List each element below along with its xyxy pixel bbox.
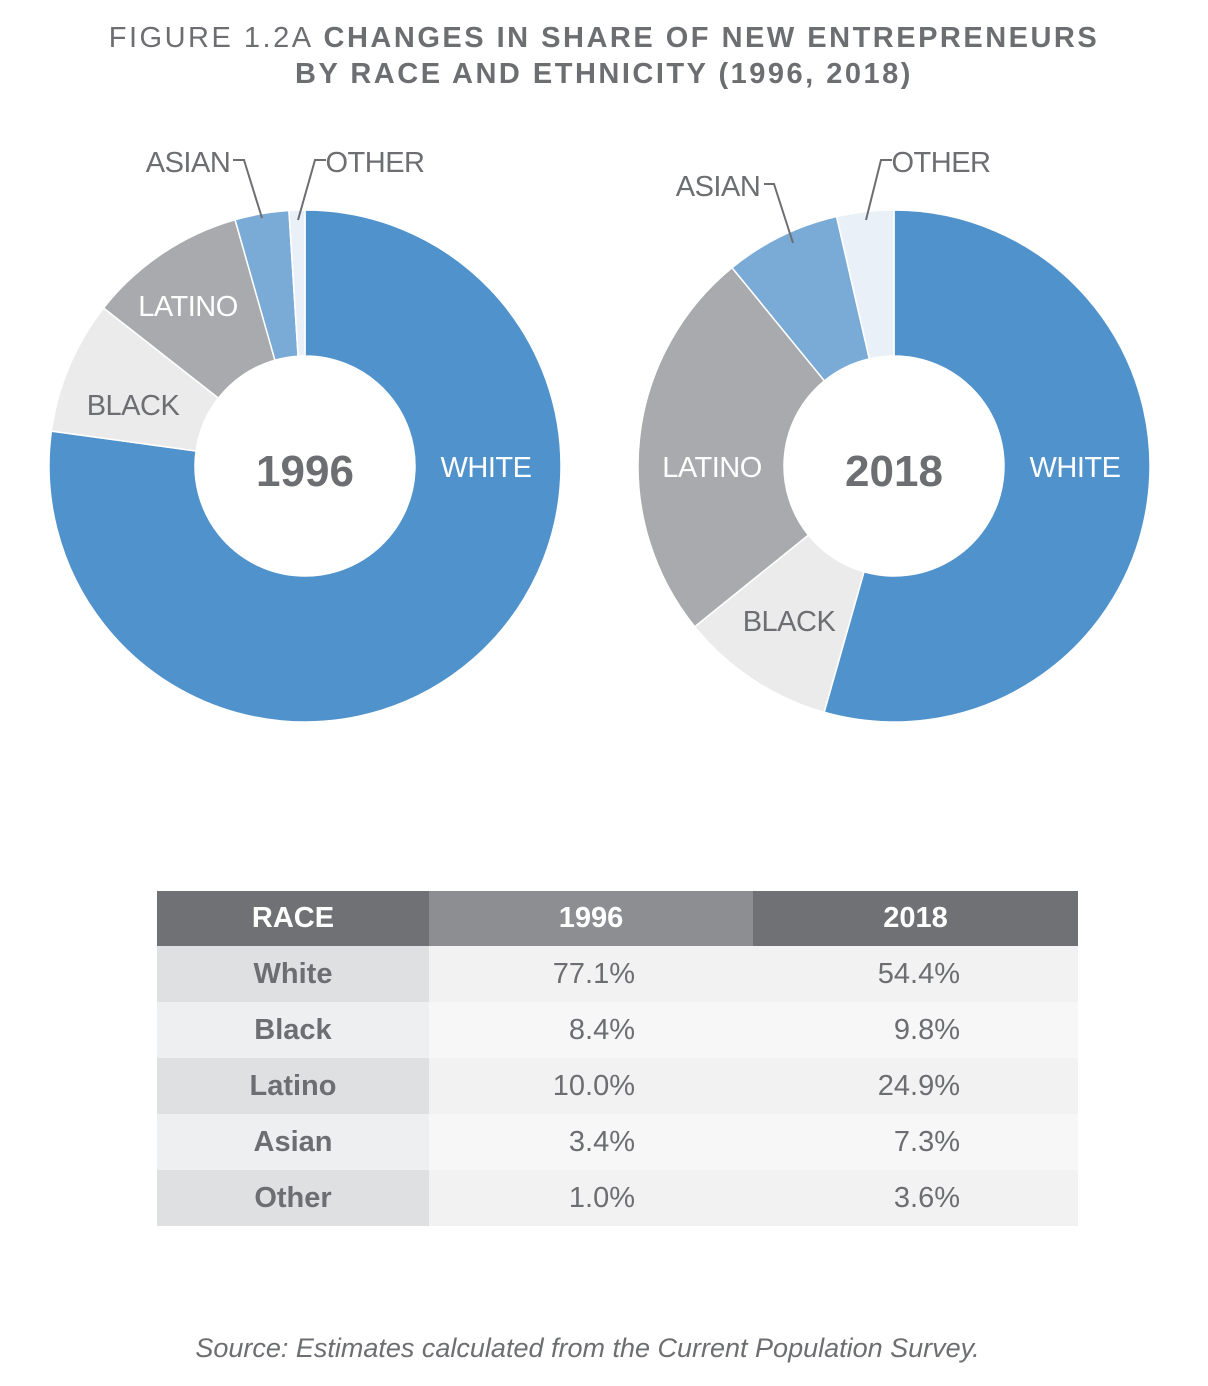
label-1996-other: OTHER xyxy=(326,147,425,179)
donut-1996: WHITE BLACK LATINO ASIAN OTHER 1996 xyxy=(48,147,562,723)
table-row: Latino 10.0% 24.9% xyxy=(157,1058,1078,1114)
leader-line-1996-asian xyxy=(233,159,263,219)
label-2018-black: BLACK xyxy=(743,606,837,638)
leader-line-2018-asian xyxy=(764,183,794,244)
donut-charts: WHITE BLACK LATINO ASIAN OTHER 1996 WHITE BLAC… xyxy=(48,147,1151,723)
label-2018-other: OTHER xyxy=(892,147,991,179)
table-row: Asian 3.4% 7.3% xyxy=(157,1114,1078,1170)
label-2018-asian: ASIAN xyxy=(676,171,761,203)
value-1996-cell: 10.0% xyxy=(429,1058,753,1114)
value-2018-cell: 54.4% xyxy=(753,946,1078,1002)
label-2018-latino: LATINO xyxy=(662,452,762,484)
label-1996-black: BLACK xyxy=(87,390,181,422)
label-1996-latino: LATINO xyxy=(138,291,238,323)
slice-2018-white xyxy=(823,209,1151,723)
source-note: Source: Estimates calculated from the Cu… xyxy=(195,1333,980,1363)
slice-2018-latino xyxy=(637,266,826,628)
slice-1996-white xyxy=(48,209,562,723)
center-year-1996: 1996 xyxy=(256,447,354,496)
label-1996-asian: ASIAN xyxy=(146,147,231,179)
header-1996: 1996 xyxy=(429,891,753,946)
value-1996-cell: 77.1% xyxy=(429,946,753,1002)
header-2018: 2018 xyxy=(753,891,1078,946)
race-cell: Latino xyxy=(157,1058,429,1114)
slice-1996-other xyxy=(288,209,306,358)
value-1996-cell: 1.0% xyxy=(429,1170,753,1226)
value-1996-cell: 3.4% xyxy=(429,1114,753,1170)
value-2018-cell: 24.9% xyxy=(753,1058,1078,1114)
donut-2018: WHITE BLACK LATINO ASIAN OTHER 2018 xyxy=(637,147,1151,723)
value-2018-cell: 7.3% xyxy=(753,1114,1078,1170)
value-2018-cell: 3.6% xyxy=(753,1170,1078,1226)
label-2018-white: WHITE xyxy=(1030,452,1121,484)
value-2018-cell: 9.8% xyxy=(753,1002,1078,1058)
race-cell: Other xyxy=(157,1170,429,1226)
race-cell: White xyxy=(157,946,429,1002)
slice-2018-other xyxy=(835,209,895,360)
race-cell: Asian xyxy=(157,1114,429,1170)
table-header-row: RACE 1996 2018 xyxy=(157,891,1078,946)
figure-title-text: CHANGES IN SHARE OF NEW ENTREPRENEURS xyxy=(323,22,1100,54)
value-1996-cell: 8.4% xyxy=(429,1002,753,1058)
table-row: Other 1.0% 3.6% xyxy=(157,1170,1078,1226)
figure-title-line2: BY RACE AND ETHNICITY (1996, 2018) xyxy=(295,58,913,90)
figure-number: FIGURE 1.2A xyxy=(108,22,314,54)
header-race: RACE xyxy=(157,891,429,946)
table-row: White 77.1% 54.4% xyxy=(157,946,1078,1002)
center-year-2018: 2018 xyxy=(845,447,943,496)
table-row: Black 8.4% 9.8% xyxy=(157,1002,1078,1058)
race-cell: Black xyxy=(157,1002,429,1058)
leader-line-2018-other xyxy=(865,159,892,221)
slice-1996-latino xyxy=(102,218,276,400)
leader-line-1996-other xyxy=(297,159,326,221)
label-1996-white: WHITE xyxy=(441,452,532,484)
figure-title-line1: FIGURE 1.2A CHANGES IN SHARE OF NEW ENTRE… xyxy=(0,22,1208,55)
data-table: RACE 1996 2018 White 77.1% 54.4% Black 8… xyxy=(157,891,1078,1226)
